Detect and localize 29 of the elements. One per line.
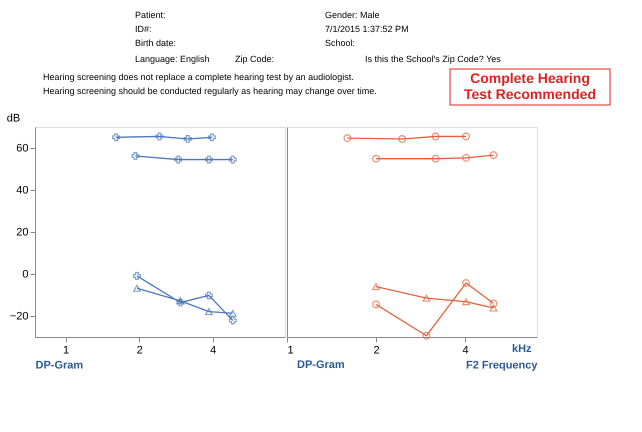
- text: Patient:: [135, 10, 166, 20]
- x-axis-title: F2 Frequency: [466, 360, 538, 372]
- text: kHz: [512, 343, 532, 355]
- text: Zip Code:: [235, 54, 274, 64]
- text: Hearing screening does not replace a complete hearing test by an audiologist.: [43, 72, 354, 82]
- x-tick-label: 2: [136, 344, 143, 356]
- text: DP-Gram: [297, 359, 345, 371]
- y-tick-label: 40: [16, 184, 28, 196]
- text: Language: English: [135, 54, 210, 64]
- text: School:: [325, 38, 356, 48]
- y-tick-label: 0: [22, 268, 28, 280]
- text: Hearing screening should be conducted regularly as hearing may change over time.: [43, 86, 377, 96]
- text: Test Recommended: [464, 86, 596, 102]
- y-tick-label: 20: [16, 226, 28, 238]
- x-tick-label: 4: [210, 344, 216, 356]
- x-tick-label: 4: [462, 344, 469, 356]
- y-tick-label: 60: [16, 142, 28, 154]
- x-tick-label: 2: [373, 344, 380, 356]
- text: Birth date:: [135, 38, 176, 48]
- x-tick-label: 1: [62, 344, 70, 356]
- text: Complete Hearing: [470, 70, 590, 86]
- text: Gender: Male: [325, 10, 380, 20]
- x-axis-title: DP-Gram: [36, 360, 84, 372]
- text: Is this the School's Zip Code? Yes: [365, 54, 502, 64]
- y-axis-title: dB: [6, 112, 20, 124]
- text: ID#:: [135, 24, 152, 34]
- text: 7/1/2015 1:37:52 PM: [325, 24, 409, 34]
- x-tick-label: 1: [288, 344, 294, 356]
- y-tick-label: −20: [10, 310, 28, 322]
